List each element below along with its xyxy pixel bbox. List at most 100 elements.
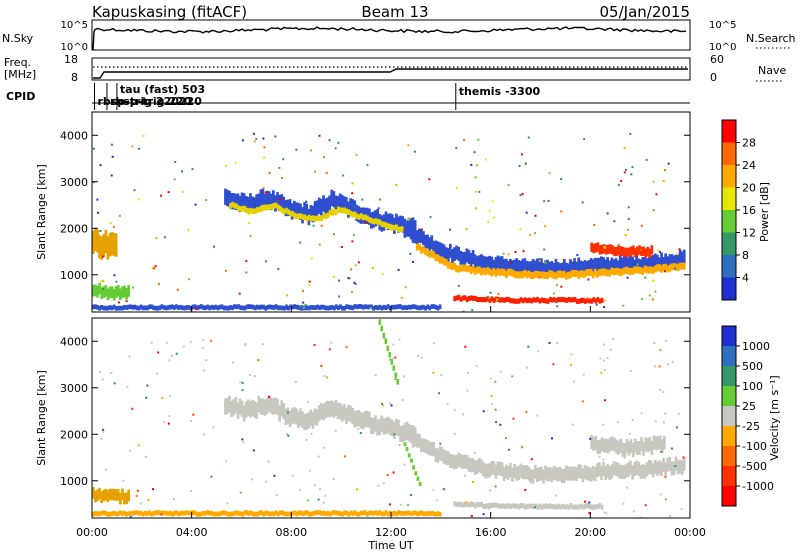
- scatter-band-cell: [267, 395, 271, 412]
- scatter-echo: [250, 478, 253, 481]
- scatter-echo: [436, 499, 439, 502]
- scatter-band-cell: [164, 510, 168, 516]
- scatter-echo: [351, 291, 353, 294]
- scatter-echo: [518, 165, 521, 168]
- scatter-band-cell: [523, 504, 527, 510]
- scatter-echo: [511, 375, 514, 378]
- scatter-band-cell: [651, 267, 655, 274]
- scatter-band-cell: [546, 298, 550, 304]
- scatter-band-cell: [476, 502, 479, 508]
- scatter-band-cell: [293, 510, 297, 516]
- scatter-echo: [606, 212, 609, 215]
- scatter-band-cell: [584, 298, 587, 304]
- scatter-echo: [477, 138, 480, 141]
- scatter-band-cell: [662, 458, 665, 472]
- scatter-echo: [552, 363, 555, 366]
- scatter-band-cell: [559, 297, 562, 303]
- scatter-band-cell: [337, 206, 340, 212]
- scatter-echo: [168, 415, 171, 418]
- scatter-band-cell: [409, 429, 413, 444]
- scatter-echo: [146, 384, 149, 387]
- scatter-band-cell: [156, 510, 160, 515]
- scatter-band-cell: [234, 396, 238, 414]
- scatter-band-cell: [436, 511, 440, 516]
- scatter-echo: [277, 267, 280, 270]
- scatter-band-cell: [546, 467, 549, 482]
- scatter-band-cell: [639, 267, 643, 274]
- scatter-echo: [490, 377, 493, 380]
- scatter-band-cell: [407, 222, 411, 237]
- scatter-echo: [388, 503, 391, 506]
- scatter-band-cell: [249, 510, 253, 516]
- scatter-band-cell: [395, 213, 398, 230]
- scatter-echo: [397, 268, 400, 271]
- colorbar-tick-label: 24: [742, 159, 756, 172]
- scatter-echo: [210, 475, 213, 478]
- scatter-band-cell: [251, 511, 255, 517]
- scatter-band-cell: [532, 504, 535, 510]
- scatter-band-cell: [565, 297, 569, 303]
- scatter-band-cell: [368, 208, 371, 225]
- scatter-echo: [529, 234, 532, 236]
- scatter-echo: [102, 430, 105, 433]
- scatter-band-cell: [399, 304, 402, 309]
- scatter-band-cell: [253, 401, 256, 418]
- scatter-band-cell: [405, 221, 409, 236]
- scatter-echo: [613, 220, 616, 223]
- scatter-band-cell: [420, 510, 423, 515]
- scatter-band-cell: [102, 234, 106, 258]
- scatter-band-cell: [565, 272, 568, 280]
- scatter-band-cell: [577, 257, 581, 272]
- scatter-band-cell: [482, 255, 485, 270]
- scatter-band-cell: [361, 214, 365, 221]
- scatter-echo: [275, 494, 278, 497]
- scatter-echo: [205, 199, 208, 201]
- scatter-band-cell: [94, 511, 97, 516]
- scatter-band-cell: [513, 270, 516, 278]
- scatter-band-cell: [434, 511, 438, 517]
- scatter-band-cell: [249, 304, 253, 310]
- scatter-band-cell: [104, 511, 108, 516]
- scatter-echo: [464, 501, 467, 504]
- scatter-band-cell: [236, 402, 240, 419]
- scatter-echo: [639, 248, 642, 251]
- scatter-echo: [644, 276, 647, 279]
- scatter-band-cell: [650, 441, 654, 456]
- scatter-band-cell: [521, 503, 525, 509]
- scatter-band-cell: [424, 248, 427, 256]
- scatter-echo: [395, 184, 398, 186]
- scatter-band-cell: [643, 265, 647, 273]
- scatter-band-cell: [592, 297, 596, 303]
- scatter-band-cell: [618, 464, 622, 479]
- scatter-band-cell: [473, 254, 477, 269]
- scatter-band-cell: [395, 304, 398, 310]
- scatter-band-cell: [440, 243, 444, 258]
- scatter-band-cell: [623, 442, 627, 457]
- scatter-band-cell: [467, 295, 471, 301]
- scatter-band-cell: [585, 269, 589, 276]
- scatter-band-cell: [611, 245, 614, 255]
- scatter-band-cell: [478, 502, 481, 508]
- scatter-echo: [389, 402, 392, 405]
- scatter-band-cell: [388, 305, 392, 311]
- scatter-band-cell: [351, 199, 354, 216]
- scatter-echo: [268, 172, 271, 175]
- scatter-echo: [617, 184, 620, 187]
- scatter-band-cell: [608, 269, 612, 277]
- scatter-band-cell: [337, 510, 340, 516]
- scatter-band-cell: [175, 510, 178, 515]
- velocity-colorbar-label: Velocity [m s⁻¹]: [768, 375, 781, 460]
- scatter-echo: [398, 338, 401, 341]
- scatter-band-cell: [238, 195, 242, 213]
- freq-label: Freq.: [4, 56, 31, 69]
- scatter-band-cell: [290, 408, 294, 425]
- scatter-band-cell: [608, 466, 612, 481]
- scatter-band-cell: [602, 257, 605, 272]
- scatter-band-cell: [179, 304, 182, 310]
- scatter-band-cell: [380, 325, 384, 332]
- scatter-band-cell: [108, 305, 112, 310]
- scatter-band-cell: [629, 255, 632, 270]
- scatter-band-cell: [127, 304, 130, 310]
- scatter-band-cell: [98, 511, 101, 516]
- scatter-echo: [352, 234, 355, 236]
